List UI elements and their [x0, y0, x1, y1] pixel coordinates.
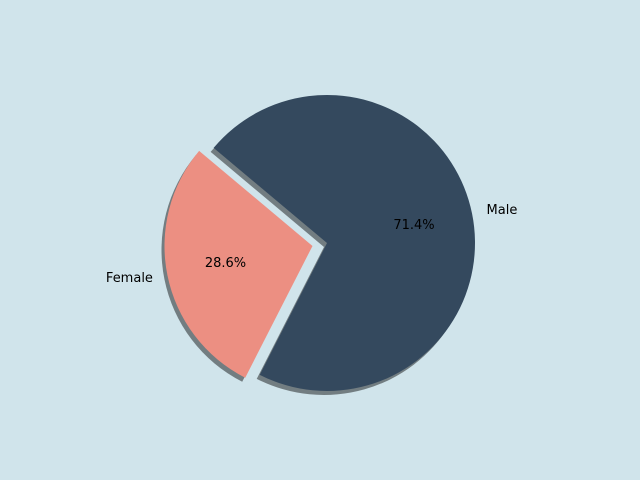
slice: [164, 150, 313, 378]
slice-label: Male: [487, 203, 518, 218]
percent-label: 28.6%: [205, 256, 246, 271]
percent-label: 71.4%: [393, 218, 434, 233]
slice-label: Female: [106, 271, 153, 286]
slice: [213, 95, 475, 392]
